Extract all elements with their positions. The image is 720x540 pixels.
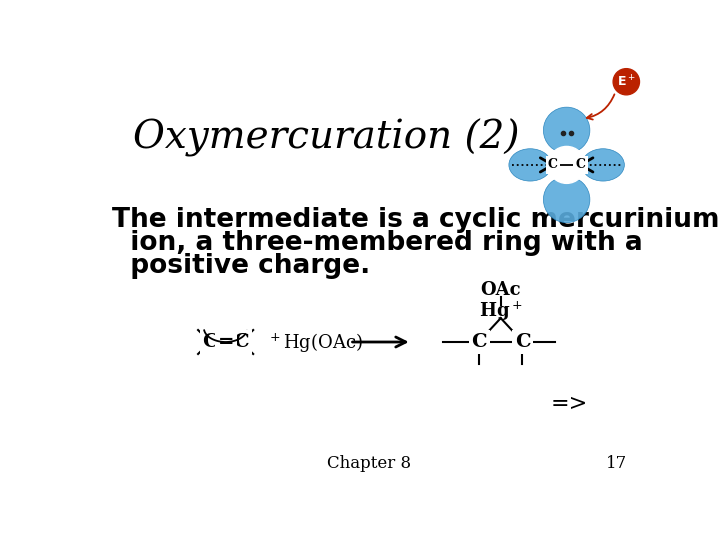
Text: C: C (575, 158, 585, 171)
Text: Hg$^+$: Hg$^+$ (479, 300, 523, 323)
Text: ion, a three-membered ring with a: ion, a three-membered ring with a (112, 231, 642, 256)
Text: =>: => (550, 393, 588, 415)
Circle shape (548, 146, 585, 184)
Text: C: C (202, 333, 218, 351)
Text: C: C (471, 333, 487, 351)
Text: positive charge.: positive charge. (112, 253, 370, 280)
Text: 17: 17 (606, 455, 628, 472)
Ellipse shape (544, 177, 590, 222)
Text: $^+$Hg(OAc): $^+$Hg(OAc) (266, 330, 363, 354)
Ellipse shape (582, 148, 624, 181)
Text: E$^+$: E$^+$ (617, 74, 636, 90)
Text: C: C (548, 158, 558, 171)
Text: C: C (515, 333, 530, 351)
Ellipse shape (544, 107, 590, 153)
Text: OAc: OAc (480, 281, 521, 299)
Text: Chapter 8: Chapter 8 (327, 455, 411, 472)
Text: C: C (233, 333, 249, 351)
Text: =: = (217, 333, 234, 351)
Text: The intermediate is a cyclic mercurinium: The intermediate is a cyclic mercurinium (112, 207, 719, 233)
Ellipse shape (509, 148, 552, 181)
Circle shape (613, 69, 639, 95)
Text: Oxymercuration (2): Oxymercuration (2) (132, 119, 519, 157)
